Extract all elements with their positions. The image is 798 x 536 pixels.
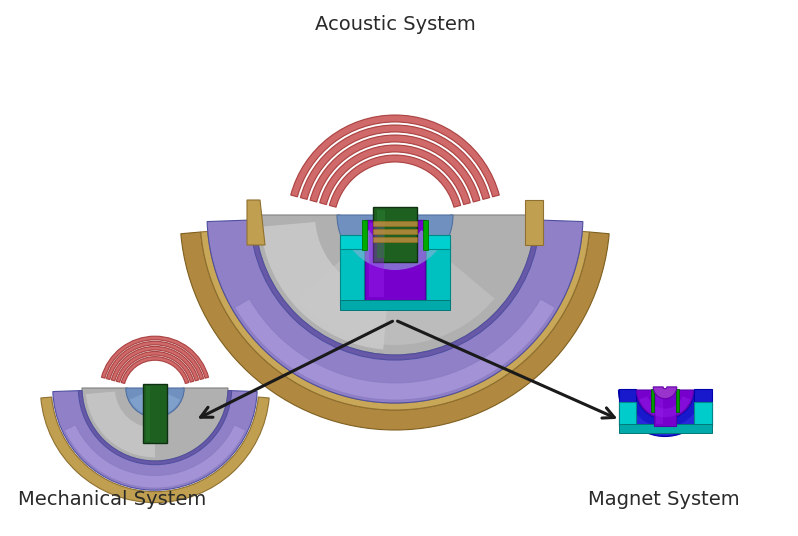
FancyArrowPatch shape	[200, 321, 393, 417]
Bar	[373, 221, 417, 226]
Bar	[365, 220, 425, 300]
Wedge shape	[654, 387, 677, 399]
Bar	[423, 220, 428, 250]
Wedge shape	[337, 215, 453, 273]
Wedge shape	[201, 232, 589, 410]
Bar	[676, 389, 678, 412]
Wedge shape	[106, 341, 203, 379]
Wedge shape	[101, 336, 208, 378]
Wedge shape	[121, 356, 189, 384]
Bar	[369, 223, 384, 297]
Wedge shape	[260, 222, 388, 349]
Wedge shape	[347, 230, 443, 270]
Wedge shape	[130, 393, 180, 416]
Bar	[340, 300, 450, 310]
Wedge shape	[618, 390, 712, 436]
Bar	[145, 386, 150, 441]
Wedge shape	[126, 388, 184, 417]
Bar	[377, 210, 385, 258]
Bar	[694, 403, 712, 426]
Polygon shape	[525, 200, 543, 245]
Wedge shape	[235, 299, 555, 400]
Bar	[618, 424, 712, 433]
Wedge shape	[78, 391, 231, 465]
Text: Acoustic System: Acoustic System	[314, 15, 476, 34]
FancyArrowPatch shape	[397, 321, 614, 418]
Bar	[618, 389, 636, 425]
Wedge shape	[330, 155, 460, 207]
Bar	[362, 220, 367, 250]
Text: Magnet System: Magnet System	[588, 490, 740, 509]
Bar	[426, 235, 450, 249]
Wedge shape	[310, 135, 480, 202]
Text: Mechanical System: Mechanical System	[18, 490, 206, 509]
Wedge shape	[117, 352, 194, 382]
Wedge shape	[295, 254, 495, 345]
Wedge shape	[41, 397, 269, 503]
Wedge shape	[53, 391, 257, 490]
Bar	[373, 207, 417, 262]
Wedge shape	[639, 396, 690, 418]
Bar	[694, 389, 712, 425]
Wedge shape	[320, 145, 470, 205]
Polygon shape	[247, 200, 265, 245]
Wedge shape	[255, 215, 535, 355]
Wedge shape	[82, 388, 228, 461]
Bar	[144, 384, 167, 443]
Wedge shape	[637, 390, 693, 419]
Bar	[651, 389, 654, 412]
Wedge shape	[622, 403, 708, 435]
Wedge shape	[111, 346, 199, 381]
Bar	[373, 237, 417, 242]
Bar	[373, 229, 417, 234]
Wedge shape	[250, 220, 540, 360]
Bar	[654, 389, 676, 426]
Bar	[340, 235, 364, 249]
Wedge shape	[300, 125, 490, 199]
Wedge shape	[290, 115, 500, 197]
Bar	[340, 245, 364, 305]
Wedge shape	[181, 232, 609, 430]
Wedge shape	[86, 391, 155, 457]
Wedge shape	[207, 220, 583, 403]
Wedge shape	[65, 425, 246, 488]
Bar	[426, 245, 450, 305]
Bar	[656, 390, 662, 424]
Bar	[618, 403, 636, 426]
